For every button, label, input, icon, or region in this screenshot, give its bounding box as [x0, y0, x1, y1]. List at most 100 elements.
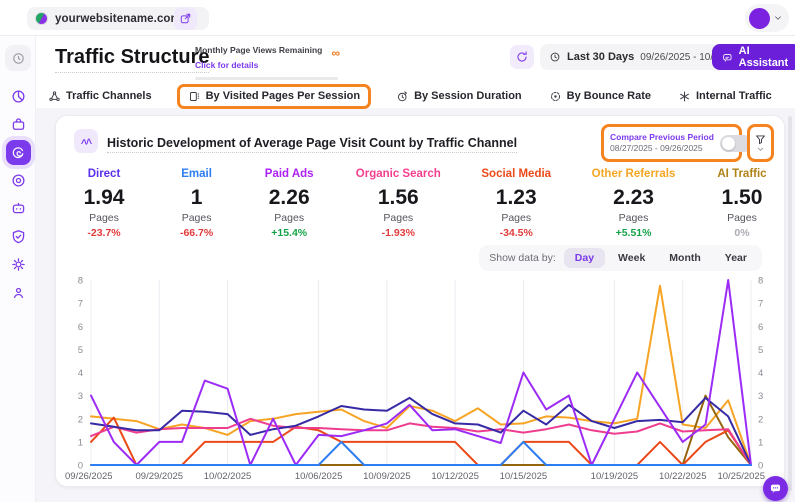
compare-period-toggle[interactable] — [719, 134, 752, 152]
chevron-down-icon — [757, 147, 764, 151]
quota-details-link[interactable]: Click for details — [195, 60, 259, 70]
chart-card-icon[interactable] — [74, 129, 98, 153]
stat-change: -66.7% — [179, 227, 214, 239]
x-axis-label: 10/15/2025 — [500, 471, 548, 482]
asterisk-icon — [680, 90, 689, 102]
history-icon — [12, 52, 24, 64]
account-menu[interactable] — [745, 4, 789, 32]
tab-by-visited-pages-per-session[interactable]: By Visited Pages Per Session — [176, 83, 372, 109]
tab-internal-traffic[interactable]: Internal Traffic — [678, 90, 772, 103]
y-axis-label-right: 5 — [758, 345, 763, 356]
y-axis-label-right: 7 — [758, 299, 763, 310]
tab-by-session-duration[interactable]: By Session Duration — [396, 90, 522, 103]
sidebar-nav — [0, 36, 36, 502]
chart-title: Historic Development of Average Page Vis… — [107, 136, 518, 153]
sidebar-item-target[interactable] — [0, 166, 36, 194]
avatar — [749, 7, 770, 29]
page-title: Traffic Structure — [55, 46, 210, 73]
x-axis-label: 10/19/2025 — [591, 471, 639, 482]
sidebar-item-pill — [5, 45, 31, 71]
sidebar-item-history[interactable] — [0, 44, 36, 72]
toggle-knob — [721, 136, 735, 150]
sidebar-item-gear[interactable] — [0, 250, 36, 278]
stat-unit: Pages — [274, 212, 305, 224]
series-line-organic-search — [90, 417, 752, 466]
site-favicon — [35, 12, 48, 25]
x-axis-label: 10/02/2025 — [204, 471, 252, 482]
vertical-scrollbar[interactable] — [788, 116, 792, 491]
y-axis-label-right: 1 — [758, 437, 763, 448]
show-by-option-year[interactable]: Year — [724, 252, 747, 264]
show-by-option-day[interactable]: Day — [563, 248, 606, 268]
tab-label: By Bounce Rate — [566, 90, 651, 102]
stat-email: Email 1 Pages -66.7% — [171, 168, 223, 239]
stat-unit: Pages — [618, 212, 649, 224]
refresh-icon — [517, 51, 527, 62]
quota-label: Monthly Page Views Remaining — [195, 45, 323, 55]
infinity-icon: ∞ — [331, 46, 340, 60]
stat-label: AI Traffic — [717, 168, 767, 180]
ai-assistant-button[interactable]: AI Assistant — [712, 44, 795, 70]
stat-label: Social Media — [481, 168, 552, 180]
pages-icon — [189, 91, 199, 101]
report-tabs: Traffic Channels By Visited Pages Per Ses… — [48, 83, 772, 109]
show-by-option-week[interactable]: Week — [618, 252, 646, 264]
chevron-down-icon — [775, 16, 781, 20]
stat-label: Email — [181, 168, 212, 180]
show-by-option-month[interactable]: Month — [669, 252, 701, 264]
session-clock-icon — [398, 90, 407, 101]
x-axis-label: 09/26/2025 — [65, 471, 113, 482]
compare-period-label: Compare Previous Period — [610, 132, 714, 143]
sidebar-item-traffic-swirl[interactable] — [0, 138, 36, 166]
y-axis-label-left: 5 — [78, 345, 83, 356]
y-axis-label-right: 2 — [758, 414, 763, 425]
traffic-line-chart[interactable]: 0 0 1 1 2 2 3 3 4 4 5 5 6 6 7 7 8 8 09/26/2025 09/29/2025 10… — [64, 274, 776, 483]
y-axis-label-left: 7 — [78, 299, 83, 310]
quota-widget: Monthly Page Views Remaining Click for d… — [195, 45, 380, 80]
sidebar-item-shield-check[interactable] — [0, 222, 36, 250]
sidebar-item-robot-chat[interactable] — [0, 194, 36, 222]
x-axis-label: 10/25/2025 — [717, 471, 765, 482]
compare-period-highlight: Compare Previous Period 08/27/2025 - 09/… — [601, 124, 752, 162]
briefcase-icon — [12, 117, 24, 130]
stat-unit: Pages — [89, 212, 119, 224]
open-website-button[interactable] — [174, 7, 197, 30]
stat-label: Other Referrals — [591, 168, 676, 180]
support-chat-button[interactable] — [763, 476, 788, 501]
chat-bubble-icon — [770, 484, 781, 494]
funnel-icon[interactable] — [754, 133, 767, 146]
tab-by-bounce-rate[interactable]: By Bounce Rate — [549, 90, 651, 103]
traffic-swirl-icon — [12, 147, 24, 159]
sidebar-item-briefcase[interactable] — [0, 110, 36, 138]
tab-traffic-channels[interactable]: Traffic Channels — [48, 90, 152, 103]
stat-label: Paid Ads — [264, 168, 314, 180]
series-line-email — [90, 440, 752, 466]
x-axis-label: 10/22/2025 — [659, 471, 707, 482]
refresh-button[interactable] — [510, 45, 534, 69]
domain-selector[interactable]: yourwebsitename.com — [27, 7, 209, 30]
stat-unit: Pages — [181, 212, 212, 224]
y-axis-label-right: 8 — [758, 276, 763, 287]
show-data-by-label: Show data by: — [489, 252, 556, 264]
stat-change: +5.51% — [615, 227, 652, 239]
tab-label: By Visited Pages Per Session — [205, 90, 361, 102]
stat-value: 1 — [190, 186, 203, 209]
series-line-social-media — [90, 416, 752, 466]
y-axis-label-left: 2 — [78, 414, 83, 425]
series-line-direct — [90, 396, 752, 466]
series-line-other-referrals — [90, 284, 752, 466]
person-pin-icon — [13, 287, 23, 298]
sidebar-item-pie-chart[interactable] — [0, 82, 36, 110]
shield-check-icon — [12, 229, 24, 243]
sidebar-item-person-pin[interactable] — [0, 278, 36, 306]
show-data-by-control: Show data by: Day Week Month Year — [479, 245, 762, 271]
quota-progress-bar — [195, 77, 338, 80]
x-axis-label: 10/12/2025 — [431, 471, 479, 482]
chart-svg: 0 0 1 1 2 2 3 3 4 4 5 5 6 6 7 7 8 8 09/26/2025 09/29/2025 10… — [65, 276, 765, 483]
period-range: 09/26/2025 - 10/25/2025 — [640, 51, 750, 63]
stat-social-media: Social Media 1.23 Pages -34.5% — [481, 168, 551, 239]
robot-chat-icon — [12, 202, 24, 213]
y-axis-label-left: 0 — [78, 461, 83, 472]
network-icon — [49, 90, 60, 101]
x-axis-label: 10/06/2025 — [295, 471, 343, 482]
